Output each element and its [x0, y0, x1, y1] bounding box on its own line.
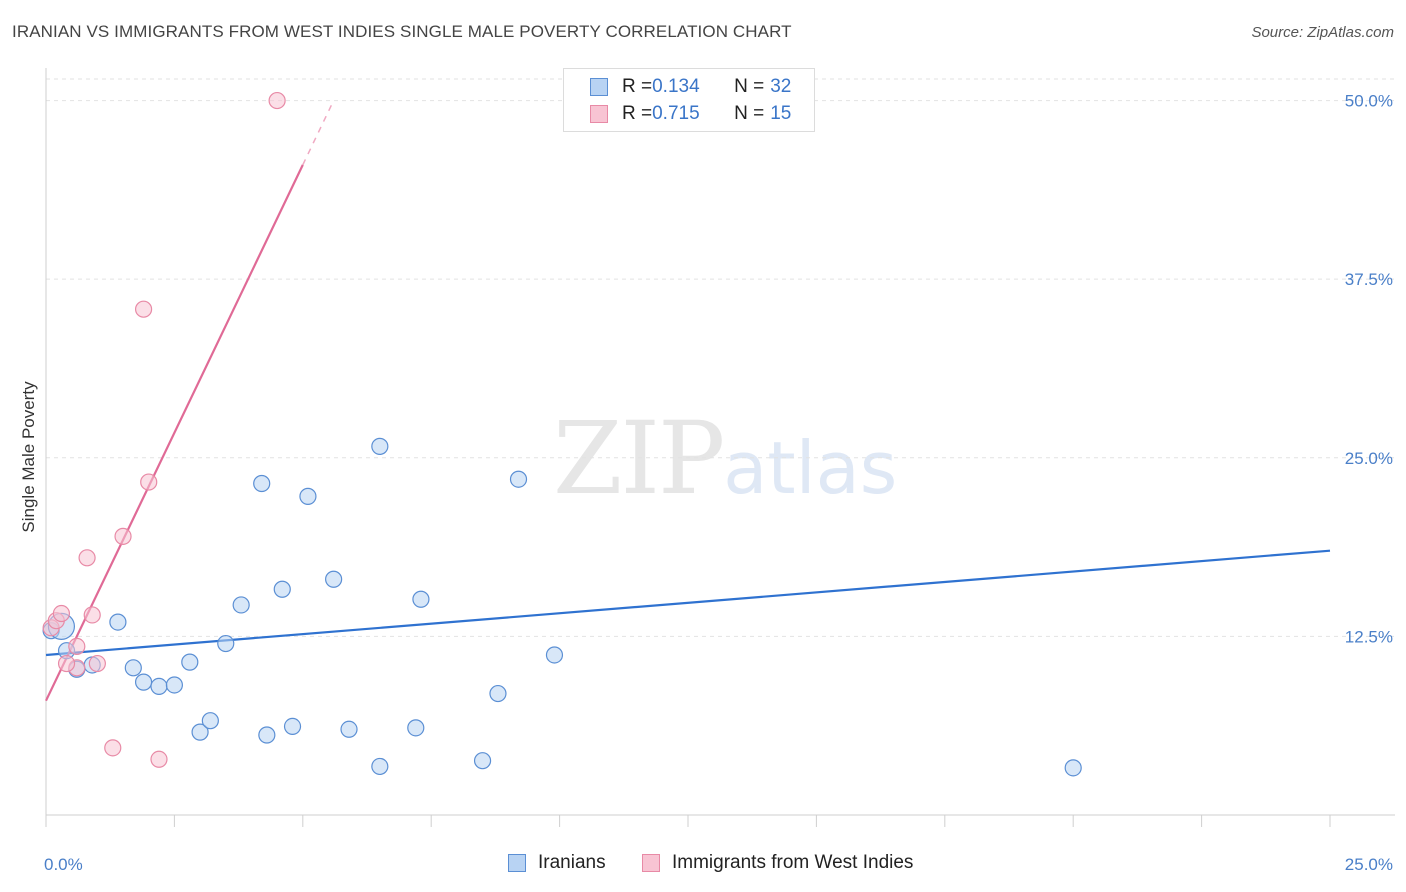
bottom-legend-label-iranians: Iranians	[538, 852, 606, 873]
point-iranians	[191, 723, 209, 741]
tick-labels: 12.5% 25.0% 37.5% 50.0% 0.0% 25.0% Single Male…	[19, 92, 1393, 874]
point-iranians	[325, 570, 343, 588]
chart-title: IRANIAN VS IMMIGRANTS FROM WEST INDIES S…	[12, 22, 792, 41]
point-iranians	[134, 673, 153, 691]
point-iranians	[124, 659, 142, 677]
point-west-indies	[78, 549, 96, 567]
y-axis-label: Single Male Poverty	[19, 381, 38, 533]
point-iranians	[489, 684, 507, 703]
legend-r-value: 0.134	[652, 76, 700, 97]
point-iranians	[232, 596, 250, 614]
point-west-indies	[83, 606, 101, 624]
point-iranians	[253, 474, 271, 493]
point-iranians	[165, 676, 183, 694]
watermark-zip: ZIP	[553, 400, 725, 517]
correlation-legend: R = 0.134 N = 32 R = 0.715 N = 15	[563, 68, 815, 132]
chart-source: Source: ZipAtlas.com	[1251, 24, 1394, 41]
point-iranians	[371, 757, 389, 776]
legend-n-label: N =	[734, 76, 765, 97]
point-iranians	[150, 677, 168, 696]
bottom-legend-label-west-indies: Immigrants from West Indies	[672, 852, 914, 873]
point-iranians	[258, 726, 276, 744]
legend-n-value: 32	[770, 76, 792, 97]
point-iranians	[340, 720, 358, 738]
point-west-indies	[88, 654, 106, 673]
y-tick-label: 37.5%	[1345, 270, 1393, 289]
bottom-legend-swatch-iranians	[508, 854, 526, 872]
data-points	[42, 91, 1082, 777]
point-west-indies	[268, 91, 286, 110]
bottom-legend-iranians: Iranians	[508, 852, 606, 874]
bottom-legend-west-indies: Immigrants from West Indies	[642, 852, 913, 874]
point-iranians	[371, 437, 389, 455]
point-west-indies	[104, 739, 122, 757]
y-tick-label: 12.5%	[1345, 627, 1393, 646]
legend-n-label: N =	[734, 103, 765, 124]
point-iranians	[407, 719, 425, 737]
point-iranians	[412, 590, 430, 608]
point-west-indies	[68, 637, 86, 655]
legend-row-west-indies: R = 0.715 N = 15	[590, 102, 791, 126]
x-tick-label: 25.0%	[1345, 855, 1393, 874]
point-iranians	[545, 646, 564, 664]
point-iranians	[283, 717, 302, 736]
point-iranians	[181, 653, 199, 671]
legend-r-label: R =	[622, 103, 653, 124]
point-west-indies	[140, 473, 158, 491]
point-west-indies	[114, 527, 132, 545]
trend-line-west-indies	[45, 164, 304, 702]
legend-row-iranians: R = 0.134 N = 32	[590, 75, 791, 99]
grid-lines	[46, 78, 1395, 637]
axes	[45, 68, 1395, 827]
point-iranians	[299, 487, 317, 505]
point-west-indies	[150, 750, 168, 768]
legend-r-value: 0.715	[652, 103, 700, 124]
point-west-indies	[52, 604, 71, 623]
legend-swatch-iranians	[590, 78, 608, 96]
y-tick-label: 50.0%	[1345, 92, 1393, 111]
point-iranians	[201, 712, 219, 730]
legend-swatch-west-indies	[590, 105, 608, 123]
legend-n-value: 15	[770, 103, 792, 124]
bottom-legend-swatch-west-indies	[642, 854, 660, 872]
point-iranians	[109, 613, 127, 631]
point-west-indies	[57, 654, 76, 673]
point-iranians	[473, 752, 492, 770]
point-west-indies	[134, 300, 153, 318]
legend-r-label: R =	[622, 76, 653, 97]
point-iranians	[1064, 759, 1082, 777]
y-tick-label: 25.0%	[1345, 449, 1393, 468]
point-iranians	[217, 634, 235, 653]
point-iranians	[509, 470, 528, 488]
x-tick-label: 0.0%	[44, 855, 83, 874]
watermark-atlas: atlas	[723, 426, 898, 510]
trend-line-iranians	[45, 549, 1331, 657]
watermark: ZIPatlas	[553, 400, 897, 517]
trend-line-west-indies-extension	[302, 100, 335, 166]
point-iranians	[273, 580, 291, 598]
